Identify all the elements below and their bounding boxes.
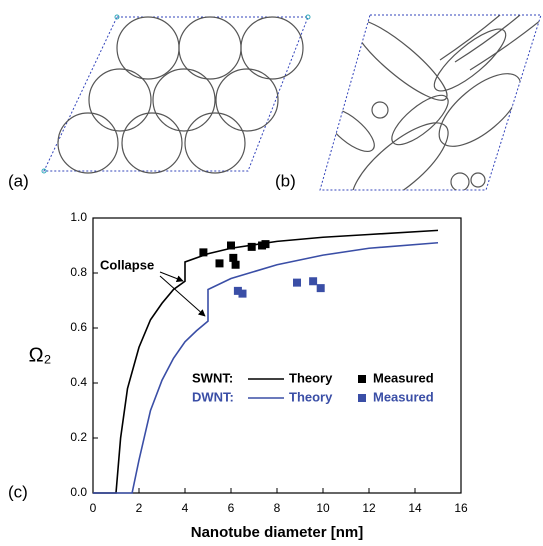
annotation: Collapse — [100, 257, 154, 272]
y-tick-label: 0.8 — [70, 265, 87, 279]
x-tick-label: 8 — [274, 501, 281, 515]
measured-point — [199, 248, 207, 256]
y-tick-label: 0.6 — [70, 320, 87, 334]
measured-point — [227, 242, 235, 250]
legend-label: Theory — [289, 370, 333, 385]
x-tick-label: 12 — [362, 501, 376, 515]
x-tick-label: 4 — [182, 501, 189, 515]
measured-point — [248, 243, 256, 251]
legend-group: DWNT: — [192, 389, 234, 404]
x-tick-label: 14 — [408, 501, 422, 515]
measured-point — [317, 284, 325, 292]
y-tick-label: 0.0 — [70, 485, 87, 499]
x-tick-label: 16 — [454, 501, 468, 515]
panel-label: (a) — [8, 171, 29, 190]
x-tick-label: 0 — [90, 501, 97, 515]
legend-label: Theory — [289, 389, 333, 404]
y-tick-label: 0.2 — [70, 430, 87, 444]
annotation-arrow — [160, 276, 205, 316]
panel-label: (b) — [275, 171, 296, 190]
measured-point — [309, 277, 317, 285]
measured-point — [216, 259, 224, 267]
y-tick-label: 1.0 — [70, 210, 87, 224]
measured-point — [232, 261, 240, 269]
legend-swatch — [358, 394, 366, 402]
theory-line — [93, 243, 438, 493]
x-axis-label: Nanotube diameter [nm] — [191, 524, 364, 541]
legend-label: Measured — [373, 370, 434, 385]
figure: (a) (b) (c) Nanotube diameter [nm] Ω₂ Co… — [0, 0, 543, 541]
legend-label: Measured — [373, 389, 434, 404]
panel-label: (c) — [8, 482, 28, 501]
x-tick-label: 2 — [136, 501, 143, 515]
panel-b-diagram — [319, 10, 541, 220]
measured-point — [229, 254, 237, 262]
x-tick-label: 6 — [228, 501, 235, 515]
measured-point — [293, 279, 301, 287]
y-axis-label: Ω₂ — [29, 344, 52, 366]
legend-group: SWNT: — [192, 370, 233, 385]
measured-point — [262, 240, 270, 248]
y-tick-label: 0.4 — [70, 375, 87, 389]
measured-point — [239, 290, 247, 298]
x-tick-label: 10 — [316, 501, 330, 515]
panel-a-diagram — [42, 15, 310, 173]
legend-swatch — [358, 375, 366, 383]
